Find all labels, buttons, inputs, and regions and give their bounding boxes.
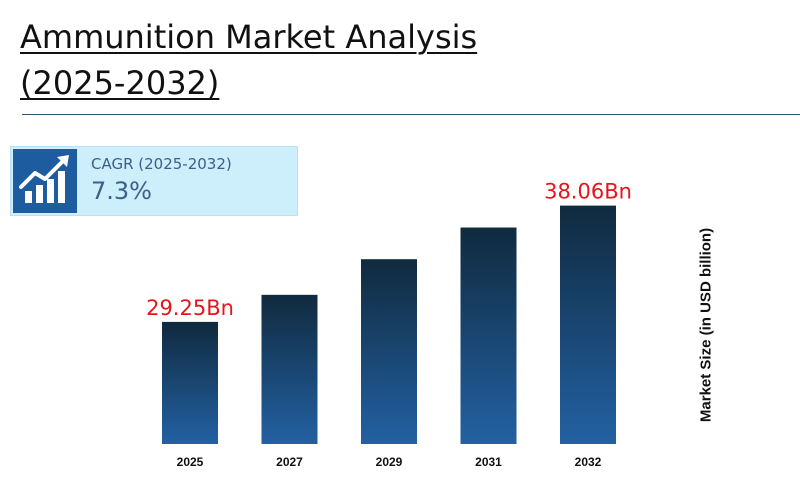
cagr-label: CAGR (2025-2032) [91,155,232,173]
cagr-panel: CAGR (2025-2032) 7.3% [10,146,298,216]
title-divider [22,114,800,115]
data-label-2032: 38.06Bn [544,180,632,204]
x-tick-2025: 2025 [177,455,204,469]
bar-2025 [162,321,218,444]
growth-chart-icon [13,149,77,213]
y-axis-label: Market Size (in USD billion) [697,227,715,423]
x-tick-2031: 2031 [475,455,502,469]
title-line-1: Ammunition Market Analysis [20,18,478,56]
bar-2031 [460,227,517,444]
cagr-value: 7.3% [91,177,152,205]
bar-2032 [560,205,616,444]
x-tick-2032: 2032 [575,455,602,469]
data-label-2025: 29.25Bn [146,296,234,320]
x-tick-2027: 2027 [276,455,303,469]
page-title: Ammunition Market Analysis (2025-2032) [20,14,477,106]
title-line-2: (2025-2032) [20,64,220,102]
bar-2027 [261,294,318,444]
bar-2029 [361,259,417,444]
x-tick-2029: 2029 [376,455,403,469]
